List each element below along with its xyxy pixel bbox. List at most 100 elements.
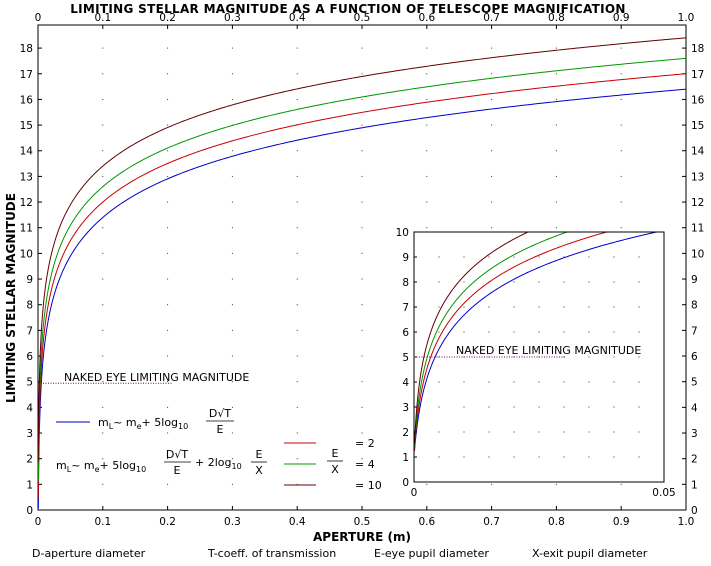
x-top-tick-label: 0.6 [418,12,435,24]
grid-dot [167,381,169,383]
grid-dot [167,432,169,434]
grid-dot [620,227,622,229]
inset-grid-dot [438,281,440,283]
inset-grid-dot [588,381,590,383]
grid-dot [102,458,104,460]
grid-dot [102,227,104,229]
x-top-tick-label: 0.4 [289,12,306,24]
grid-dot [167,406,169,408]
grid-dot [231,458,233,460]
main-axis-ticks: 000.10.10.20.20.30.30.40.40.50.50.60.60.… [20,12,705,528]
inset-grid-dot [588,456,590,458]
inset-y-tick-label: 10 [396,227,409,239]
inset-grid-dot [613,306,615,308]
naked-eye-label: NAKED EYE LIMITING MAGNITUDE [64,371,249,384]
inset-grid-dot [513,431,515,433]
grid-dot [167,73,169,75]
grid-dot [296,329,298,331]
grid-dot [620,124,622,126]
legend-ratio-den: X [331,463,339,476]
grid-dot [555,227,557,229]
chart-title: LIMITING STELLAR MAGNITUDE AS A FUNCTION… [70,2,626,16]
grid-dot [167,175,169,177]
inset-x-tick-label: 0 [411,487,418,499]
grid-dot [361,150,363,152]
grid-dot [102,406,104,408]
x-tick-label: 0.7 [483,516,500,528]
grid-dot [231,175,233,177]
grid-dot [167,47,169,49]
y-right-tick-label: 17 [691,69,704,81]
legend-value-10: = 10 [355,479,382,492]
grid-dot [361,432,363,434]
inset-grid-dot [613,431,615,433]
inset-grid-dot [488,306,490,308]
footnote-t: T-coeff. of transmission [207,547,336,560]
grid-dot [102,278,104,280]
grid-dot [102,304,104,306]
inset-axis-ticks: 0 1 2 3 4 5 6 7 8 9 10 0 0.05 [396,227,676,499]
grid-dot [296,304,298,306]
grid-dot [167,278,169,280]
grid-dot [231,329,233,331]
x-tick-label: 0 [35,516,42,528]
inset-grid-dot [438,306,440,308]
grid-dot [167,227,169,229]
inset-grid-dot [438,331,440,333]
grid-dot [491,483,493,485]
grid-dot [426,227,428,229]
grid-dot [296,252,298,254]
inset-grid-dot [638,431,640,433]
svg-text:E: E [174,464,181,477]
inset-x-tick-label: 0.05 [652,487,675,499]
grid-dot [102,355,104,357]
inset-grid-dot [588,331,590,333]
inset-grid-dot [463,431,465,433]
grid-dot [555,483,557,485]
grid-dot [296,381,298,383]
inset-grid-dot [613,381,615,383]
grid-dot [296,47,298,49]
y-right-tick-label: 0 [691,505,698,517]
y-tick-label: 14 [20,146,34,158]
inset-grid-dot [438,431,440,433]
y-right-tick-label: 15 [691,120,704,132]
grid-dot [231,98,233,100]
y-tick-label: 3 [26,428,33,440]
grid-dot [361,483,363,485]
x-top-tick-label: 0.2 [159,12,176,24]
inset-grid-dot [538,406,540,408]
inset-grid-dot [538,456,540,458]
y-tick-label: 4 [26,402,33,414]
footnotes: D-aperture diameter T-coeff. of transmis… [32,547,648,560]
y-tick-label: 6 [26,351,33,363]
grid-dot [231,355,233,357]
svg-text:D√T: D√T [166,448,188,461]
inset-grid-dot [638,356,640,358]
grid-dot [296,175,298,177]
y-right-tick-label: 8 [691,300,698,312]
inset-grid-dot [488,456,490,458]
grid-dot [167,329,169,331]
x-top-tick-label: 0.9 [613,12,630,24]
inset-grid-dot [463,281,465,283]
grid-dot [167,355,169,357]
svg-text:E: E [256,448,263,461]
grid-dot [231,381,233,383]
inset-grid-dot [513,331,515,333]
grid-dot [167,252,169,254]
inset-grid-dot [638,381,640,383]
inset-grid-dot [488,331,490,333]
x-tick-label: 0.6 [418,516,435,528]
inset-grid-dot [638,331,640,333]
grid-dot [296,98,298,100]
inset-grid-dot [463,331,465,333]
inset-series-line [414,231,658,451]
grid-dot [426,73,428,75]
grid-dot [361,98,363,100]
inset-y-tick-label: 1 [402,452,409,464]
inset-grid-dot [588,306,590,308]
footnote-d: D-aperture diameter [32,547,146,560]
inset-grid-dot [488,381,490,383]
inset-grid-dot [438,381,440,383]
